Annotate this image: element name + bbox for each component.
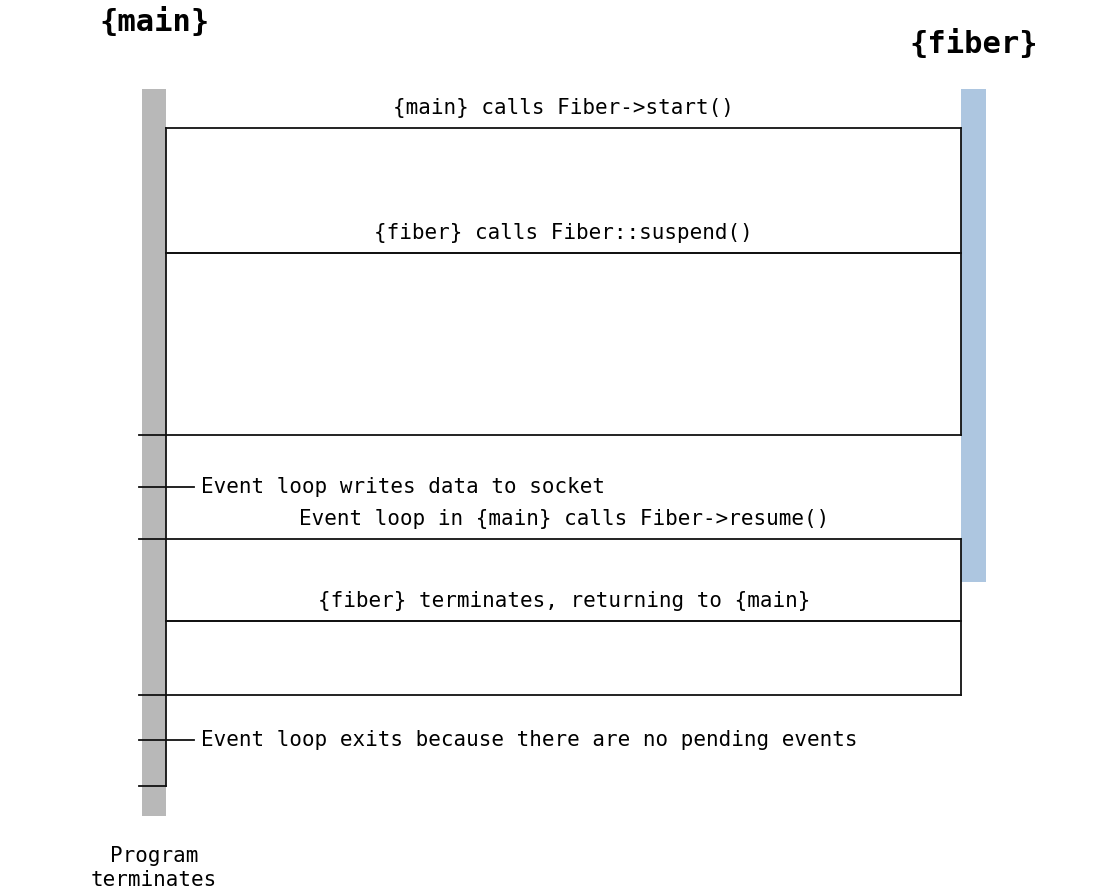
Text: Event loop in {main} calls Fiber->resume(): Event loop in {main} calls Fiber->resume… [298, 509, 829, 528]
Text: {main} calls Fiber->start(): {main} calls Fiber->start() [394, 97, 734, 118]
Text: Program
terminates: Program terminates [91, 847, 217, 890]
Bar [142, 89, 166, 816]
Text: Event loop exits because there are no pending events: Event loop exits because there are no pe… [201, 730, 858, 750]
Text: {main}: {main} [99, 7, 209, 37]
Bar [961, 89, 986, 582]
Text: Event loop writes data to socket: Event loop writes data to socket [201, 477, 605, 497]
Text: {fiber} calls Fiber::suspend(): {fiber} calls Fiber::suspend() [374, 224, 754, 243]
Text: {fiber} terminates, returning to {main}: {fiber} terminates, returning to {main} [318, 591, 810, 611]
Text: {fiber}: {fiber} [910, 29, 1037, 59]
